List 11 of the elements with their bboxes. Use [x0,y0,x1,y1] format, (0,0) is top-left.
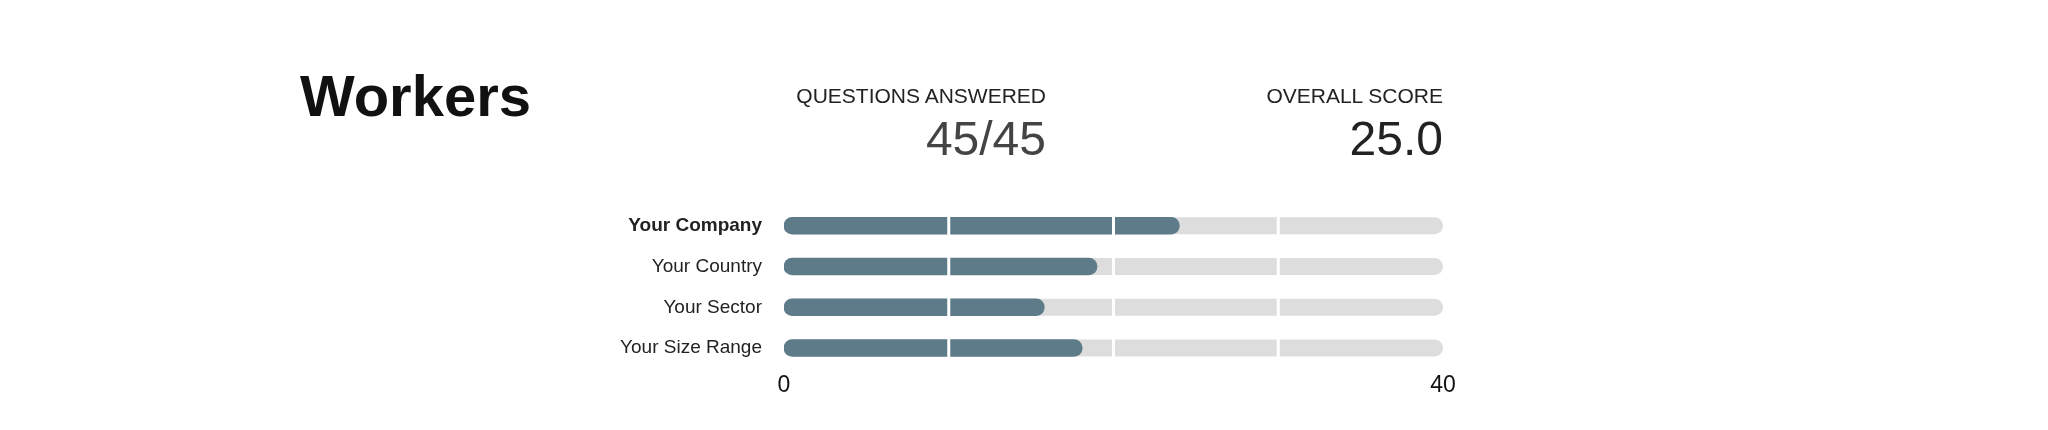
y-tick-label: Your Company [628,214,763,236]
y-tick-label: Your Country [651,254,763,276]
y-tick-label: Your Size Range [620,336,762,358]
text: 25.0 [1349,111,1443,166]
text: 45/45 [925,111,1046,166]
chart-title: Workers [300,62,532,129]
text: OVERALL SCORE [1266,84,1443,108]
text: QUESTIONS ANSWERED [796,84,1046,108]
y-tick-label: Your Sector [663,295,763,317]
x-tick-label: 40 [1430,370,1456,397]
x-tick-label: 0 [777,370,791,397]
